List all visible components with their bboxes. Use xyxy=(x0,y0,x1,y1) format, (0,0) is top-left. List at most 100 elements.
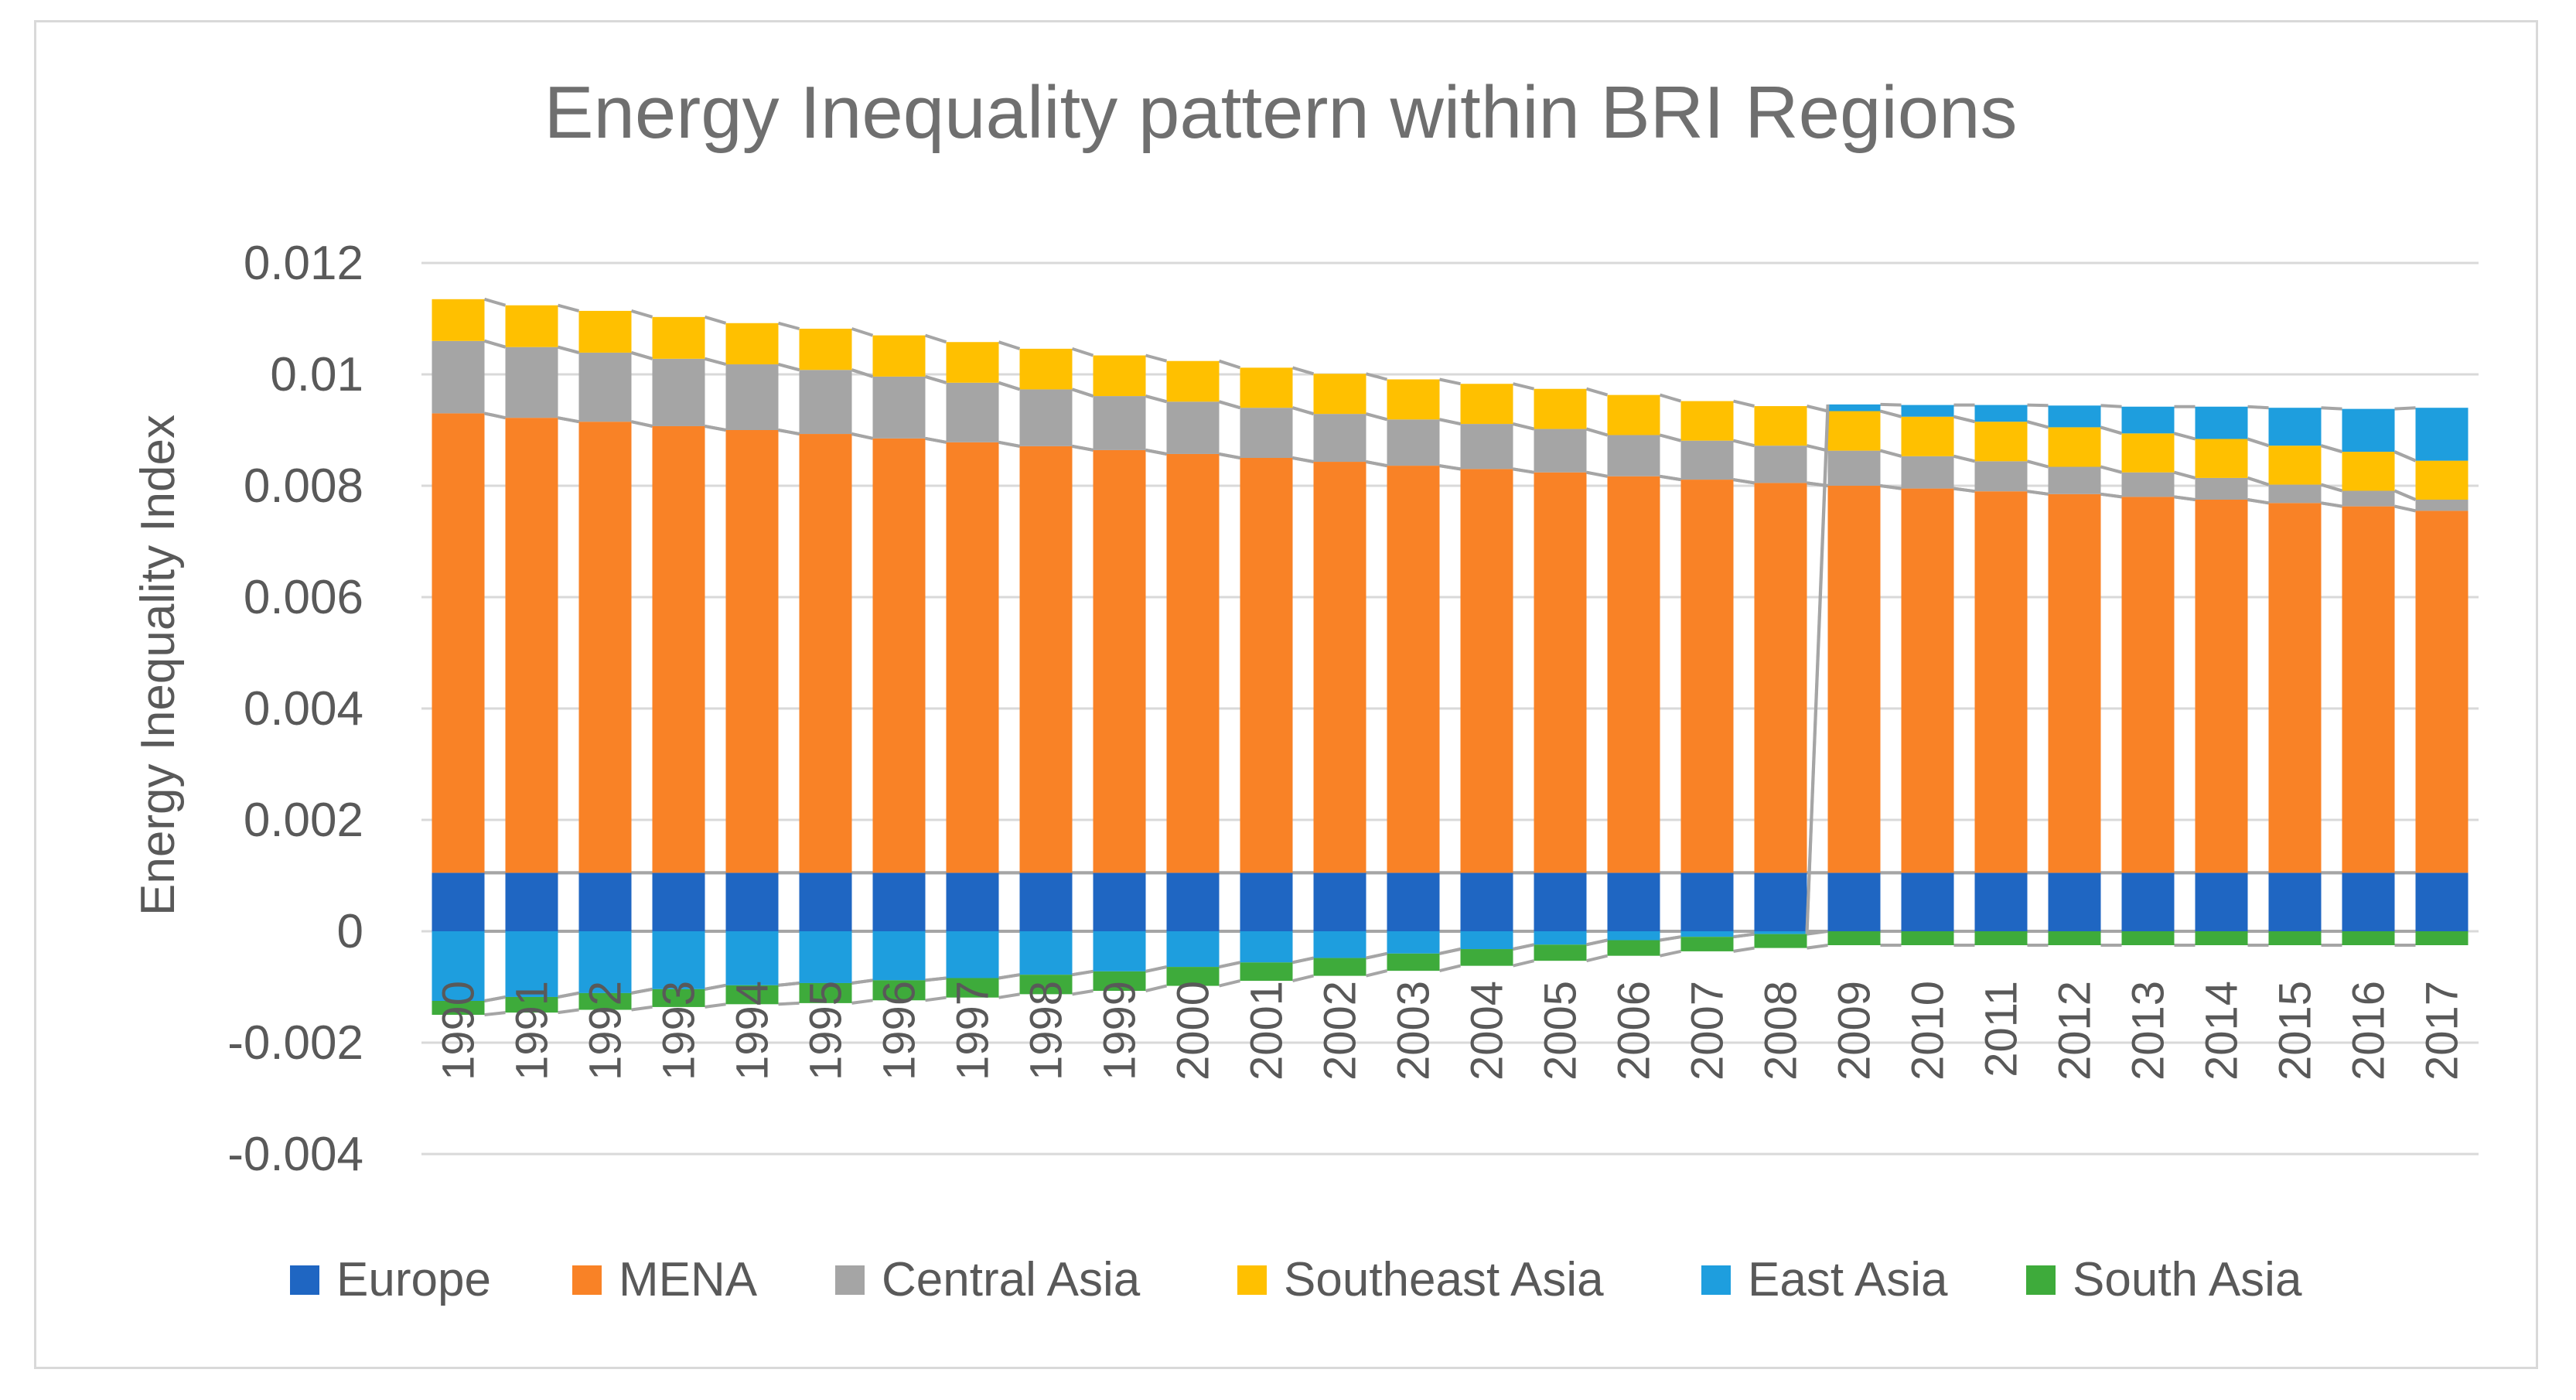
bar-south-asia xyxy=(2048,931,2101,945)
bar-mena xyxy=(1607,476,1660,873)
bar-southeast-asia xyxy=(2121,433,2175,473)
bar-central-asia xyxy=(1240,408,1293,458)
bar-central-asia xyxy=(1019,389,1073,446)
bar-central-asia xyxy=(1754,446,1807,483)
bar-east-asia xyxy=(2048,405,2101,428)
y-tick-label: -0.002 xyxy=(227,1016,363,1070)
bar-central-asia xyxy=(799,370,852,435)
y-tick-label: 0.008 xyxy=(244,459,363,513)
series-line xyxy=(484,930,2416,1002)
bar-europe xyxy=(1680,872,1734,931)
x-tick-label: 2003 xyxy=(1389,981,1439,1081)
bar-central-asia xyxy=(578,352,632,422)
bar-europe xyxy=(946,872,999,931)
bar-east-asia xyxy=(1460,931,1513,950)
bar-europe xyxy=(432,872,485,931)
bar-mena xyxy=(578,422,632,873)
x-tick-label: 1997 xyxy=(948,981,998,1081)
x-tick-label: 2009 xyxy=(1830,981,1880,1081)
bar-south-asia xyxy=(1680,937,1734,951)
chart-title: Energy Inequality pattern within BRI Reg… xyxy=(544,71,2017,154)
x-tick-label: 2002 xyxy=(1315,981,1366,1081)
bar-south-asia xyxy=(2342,931,2395,945)
bar-europe xyxy=(1607,872,1660,931)
bar-south-asia xyxy=(799,982,852,1003)
bar-south-asia xyxy=(1901,931,1954,945)
legend-label: MENA xyxy=(619,1253,758,1306)
series-line xyxy=(484,944,2416,1016)
bar-east-asia xyxy=(1754,931,1807,934)
bar-europe xyxy=(505,872,558,931)
bar-southeast-asia xyxy=(799,328,852,370)
x-tick-label: 2007 xyxy=(1683,981,1733,1081)
bar-southeast-asia xyxy=(652,316,705,359)
bar-europe xyxy=(1827,872,1881,931)
legend-swatch xyxy=(290,1265,319,1295)
legend-label: Europe xyxy=(336,1253,491,1306)
bar-central-asia xyxy=(1313,414,1366,463)
bar-mena xyxy=(652,425,705,873)
bar-south-asia xyxy=(1387,953,1440,971)
bar-mena xyxy=(1754,483,1807,873)
bar-mena xyxy=(1534,472,1587,873)
legend-swatch xyxy=(1237,1265,1267,1295)
bar-southeast-asia xyxy=(725,323,779,365)
bar-central-asia xyxy=(2195,477,2248,500)
bar-europe xyxy=(725,872,779,931)
bar-south-asia xyxy=(946,978,999,998)
x-tick-label: 1999 xyxy=(1095,981,1145,1081)
x-tick-label: 1991 xyxy=(507,981,558,1081)
series-lines xyxy=(483,297,2417,1016)
bar-central-asia xyxy=(1534,429,1587,473)
bar-europe xyxy=(1093,872,1146,931)
bar-mena xyxy=(1827,486,1881,873)
bar-central-asia xyxy=(2048,466,2101,494)
bar-central-asia xyxy=(1460,424,1513,470)
x-axis-ticks: 1990 1991 1992 1993 1994 1995 1996 1997 1998 1999… xyxy=(434,981,2468,1081)
bar-east-asia xyxy=(2415,408,2469,461)
bar-southeast-asia xyxy=(1680,401,1734,441)
bar-south-asia xyxy=(1827,931,1881,945)
bar-central-asia xyxy=(872,376,926,439)
bar-east-asia xyxy=(1313,931,1366,958)
x-tick-label: 2005 xyxy=(1536,981,1586,1081)
bar-southeast-asia xyxy=(2268,446,2322,485)
bar-south-asia xyxy=(2415,931,2469,945)
bar-mena xyxy=(1901,488,1954,873)
legend-swatch xyxy=(835,1265,865,1295)
bar-south-asia xyxy=(725,985,779,1005)
bar-east-asia xyxy=(652,931,705,989)
x-tick-label: 2016 xyxy=(2344,981,2394,1081)
bar-east-asia xyxy=(2195,406,2248,439)
series-line xyxy=(483,339,2417,501)
x-tick-label: 2004 xyxy=(1462,981,1513,1081)
bar-mena xyxy=(1974,491,2028,873)
bar-europe xyxy=(1313,872,1366,931)
bar-europe xyxy=(2195,872,2248,931)
bar-southeast-asia xyxy=(2342,452,2395,491)
y-tick-label: -0.004 xyxy=(227,1128,363,1181)
bar-east-asia xyxy=(1387,931,1440,954)
bar-central-asia xyxy=(1827,450,1881,486)
bar-europe xyxy=(1754,872,1807,931)
bar-southeast-asia xyxy=(1607,394,1660,435)
y-tick-label: 0.01 xyxy=(270,348,363,401)
y-axis-label: Energy Inequality Index xyxy=(131,415,185,916)
bar-southeast-asia xyxy=(2415,460,2469,500)
bar-europe xyxy=(872,872,926,931)
x-tick-label: 1995 xyxy=(801,981,851,1081)
bar-east-asia xyxy=(1680,931,1734,937)
bar-mena xyxy=(799,434,852,873)
bar-east-asia xyxy=(2342,408,2395,452)
x-tick-label: 2001 xyxy=(1242,981,1292,1081)
bar-mena xyxy=(505,418,558,873)
bar-east-asia xyxy=(946,931,999,978)
bar-south-asia xyxy=(2268,931,2322,945)
bar-east-asia xyxy=(1093,931,1146,971)
y-tick-label: 0 xyxy=(337,905,363,958)
bar-southeast-asia xyxy=(1093,355,1146,397)
bar-southeast-asia xyxy=(946,342,999,383)
bar-southeast-asia xyxy=(872,335,926,377)
legend-label: South Asia xyxy=(2073,1253,2302,1306)
x-tick-label: 1998 xyxy=(1022,981,1072,1081)
